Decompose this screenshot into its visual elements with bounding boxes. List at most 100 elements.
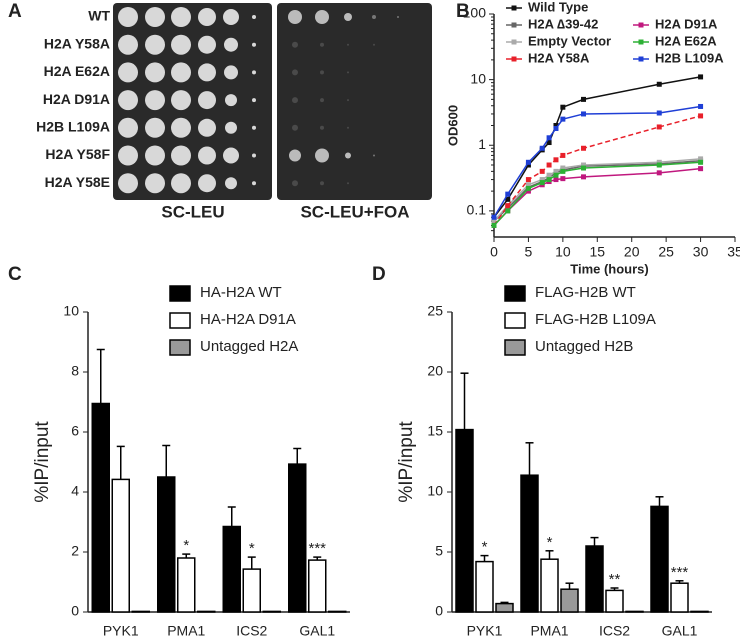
spot [252, 15, 256, 19]
spot [252, 153, 256, 158]
panel-letter: A [8, 1, 22, 22]
marker [539, 180, 545, 186]
marker [698, 166, 704, 172]
legend-swatch [504, 285, 526, 302]
x-tick-label: ICS2 [236, 623, 267, 639]
bar [585, 545, 604, 613]
bar [242, 568, 261, 613]
spot [288, 10, 302, 24]
marker [546, 162, 552, 168]
spot [320, 98, 324, 103]
legend-label: HA-H2A WT [200, 284, 282, 301]
marker [553, 157, 559, 163]
spot [223, 147, 239, 164]
spot [145, 117, 165, 138]
bar [690, 610, 709, 613]
spot [292, 124, 298, 131]
bar [495, 602, 514, 613]
spot [118, 34, 138, 55]
marker [546, 177, 552, 183]
marker [581, 96, 587, 102]
marker [505, 196, 511, 202]
spot [320, 125, 324, 130]
strain-label: H2A E62A [44, 63, 110, 79]
spot [224, 37, 238, 52]
marker [656, 81, 662, 87]
marker [539, 168, 545, 174]
legend-label: H2B L109A [655, 50, 724, 65]
legend-swatch [504, 339, 526, 356]
series-line [493, 76, 701, 218]
spot [373, 154, 375, 157]
spot [252, 42, 256, 47]
marker [698, 113, 704, 119]
marker [525, 159, 531, 165]
y-tick-label: 4 [71, 483, 79, 499]
spot [289, 149, 301, 162]
error-bar [655, 496, 664, 507]
y-tick-label: 10 [470, 70, 486, 86]
strain-label: H2A Y58F [45, 146, 110, 162]
error-bar [116, 445, 125, 480]
y-axis-title: %IP/input [32, 421, 53, 503]
x-axis-title: Time (hours) [570, 261, 649, 276]
x-tick-label: ICS2 [599, 623, 630, 639]
marker [656, 159, 662, 165]
marker [505, 208, 511, 214]
spot [118, 7, 138, 27]
y-tick-label: 1 [478, 136, 486, 152]
bar [560, 588, 579, 613]
series-line [493, 158, 701, 222]
legend-swatch [511, 39, 517, 45]
spot [171, 173, 191, 194]
strain-label: H2B L109A [36, 119, 110, 135]
y-tick-label: 10 [427, 483, 443, 499]
spot [252, 125, 256, 130]
legend-label: FLAG-H2B WT [535, 284, 636, 301]
bar [328, 610, 347, 613]
x-tick-label: 20 [624, 244, 640, 260]
series-line [493, 160, 701, 222]
y-tick-label: 100 [463, 5, 487, 21]
bar [455, 428, 474, 613]
marker [525, 177, 531, 183]
x-tick-label: 0 [490, 244, 498, 260]
error-bar [247, 556, 256, 570]
spot [118, 145, 138, 166]
panel-letter: B [456, 1, 470, 22]
spot [145, 34, 165, 55]
error-bar [545, 550, 554, 560]
spot [223, 9, 239, 25]
marker [553, 168, 559, 174]
marker [581, 165, 587, 171]
plate-caption: SC-LEU+FOA [300, 202, 409, 221]
legend-swatch [511, 56, 517, 62]
spot [171, 117, 191, 138]
bar [157, 476, 176, 613]
marker [553, 177, 559, 183]
legend-swatch [638, 39, 644, 45]
spot [118, 117, 138, 138]
spot [171, 7, 191, 27]
spot [347, 182, 349, 185]
spot [171, 90, 191, 111]
marker [546, 135, 552, 141]
error-bar [565, 582, 574, 590]
marker [560, 165, 566, 171]
series-line [493, 105, 701, 218]
marker [581, 111, 587, 117]
spot [225, 121, 237, 134]
marker [553, 123, 559, 128]
spot [292, 180, 298, 187]
marker [546, 172, 552, 178]
error-bar [525, 442, 534, 476]
marker [560, 116, 566, 122]
marker [581, 174, 587, 180]
spot [225, 177, 237, 190]
spot [292, 97, 298, 104]
legend-swatch [504, 312, 526, 329]
plate [277, 3, 432, 200]
marker [505, 191, 511, 197]
legend-label: H2A ∆39-42 [528, 16, 598, 31]
spot [198, 118, 216, 137]
